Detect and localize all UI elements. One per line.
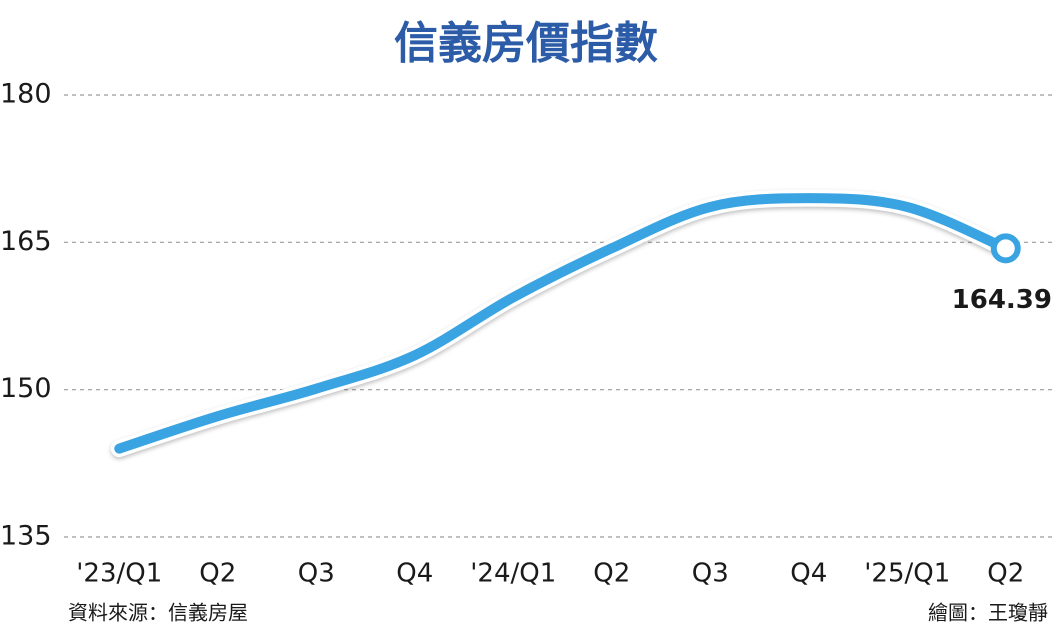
x-tick-label: Q4 bbox=[396, 559, 433, 589]
x-tick-label: Q2 bbox=[199, 559, 236, 589]
source-note: 資料來源：信義房屋 bbox=[68, 601, 248, 625]
x-tick-label: '25/Q1 bbox=[864, 559, 950, 589]
x-tick-label: Q3 bbox=[298, 559, 335, 589]
y-tick-label: 135 bbox=[0, 521, 52, 552]
chart-title: 信義房價指數 bbox=[394, 18, 658, 69]
x-tick-label: '23/Q1 bbox=[76, 559, 162, 589]
y-tick-label: 150 bbox=[0, 373, 52, 404]
data-label: 164.39 bbox=[952, 285, 1052, 315]
line bbox=[114, 193, 1011, 454]
x-tick-label: Q3 bbox=[692, 559, 729, 589]
y-tick-label: 165 bbox=[0, 226, 52, 257]
end-marker bbox=[990, 233, 1021, 264]
x-tick-label: Q4 bbox=[790, 559, 827, 589]
x-tick-label: '24/Q1 bbox=[470, 559, 556, 589]
x-tick-label: Q2 bbox=[593, 559, 630, 589]
x-tick-label: Q2 bbox=[987, 559, 1024, 589]
y-tick-label: 180 bbox=[0, 79, 52, 110]
credit-note: 繪圖：王瓊靜 bbox=[928, 601, 1048, 625]
